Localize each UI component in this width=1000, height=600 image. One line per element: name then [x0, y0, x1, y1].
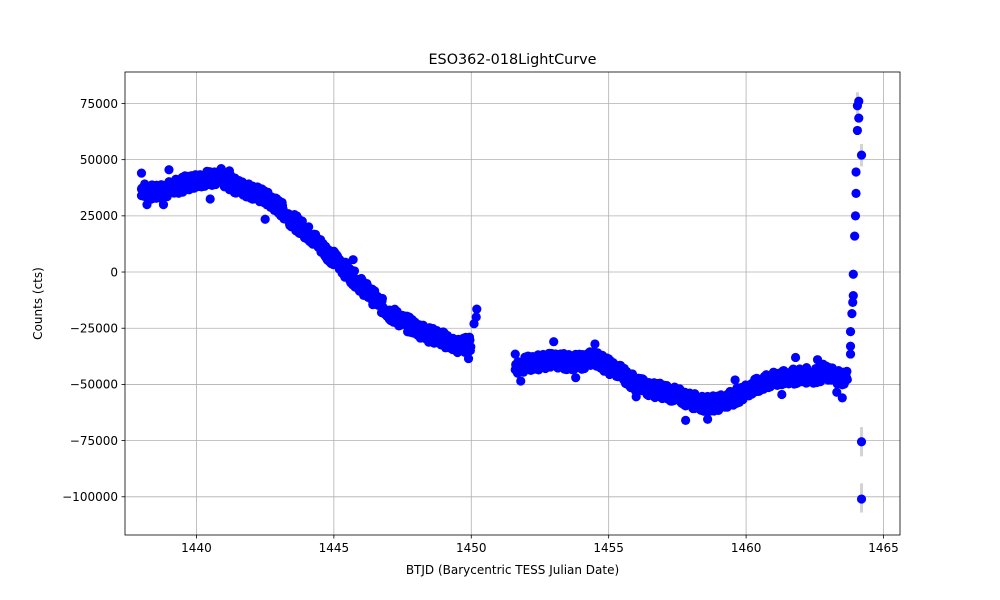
data-point [832, 387, 842, 397]
data-point [631, 392, 641, 402]
y-tick-label: 50000 [80, 153, 118, 167]
data-point [842, 366, 852, 376]
data-point [818, 359, 828, 369]
data-point [216, 164, 226, 174]
y-tick-label: 75000 [80, 97, 118, 111]
data-point [164, 165, 174, 175]
data-point [516, 376, 526, 386]
y-tick-label: −100000 [62, 490, 118, 504]
x-tick-label: 1460 [731, 541, 762, 555]
data-point [856, 150, 867, 160]
x-tick-label: 1440 [181, 541, 212, 555]
data-point [847, 309, 857, 319]
y-tick-label: 25000 [80, 209, 118, 223]
data-point [472, 304, 482, 314]
data-point [136, 191, 147, 201]
data-point [774, 368, 784, 378]
data-point [730, 375, 740, 385]
data-point [681, 415, 691, 425]
data-point [842, 374, 852, 385]
data-point [224, 166, 235, 176]
x-tick-label: 1465 [868, 541, 899, 555]
data-point [158, 200, 169, 210]
grid [125, 72, 900, 535]
data-point [260, 214, 270, 224]
data-points [136, 96, 867, 504]
y-axis-label: Counts (cts) [31, 267, 45, 340]
data-point [142, 200, 152, 210]
data-point [510, 349, 520, 359]
y-tick-label: −75000 [70, 434, 118, 448]
data-point [856, 437, 867, 447]
data-point [348, 255, 358, 265]
data-point [465, 335, 475, 345]
data-point [845, 349, 856, 359]
data-point [850, 211, 861, 221]
data-point [304, 222, 314, 232]
chart-title: ESO362-018LightCurve [428, 52, 596, 68]
x-tick-label: 1450 [456, 541, 487, 555]
data-point [837, 393, 847, 403]
data-point [349, 266, 360, 276]
data-point [845, 341, 856, 351]
data-point [848, 269, 858, 279]
data-point [205, 194, 215, 204]
x-tick-label: 1455 [593, 541, 624, 555]
x-axis-label: BTJD (Barycentric TESS Julian Date) [406, 563, 619, 577]
y-tick-label: −50000 [70, 378, 118, 392]
data-point [845, 326, 856, 337]
data-point [463, 353, 474, 364]
data-point [777, 389, 787, 400]
data-point [848, 291, 858, 301]
data-point [850, 231, 860, 241]
data-point [466, 342, 476, 352]
data-point [714, 405, 724, 415]
y-tick-label: 0 [110, 265, 118, 279]
data-point [852, 125, 863, 136]
data-point [856, 494, 867, 504]
data-point [790, 352, 801, 363]
plot-frame [124, 71, 901, 536]
data-point [851, 188, 861, 198]
x-tick-label: 1445 [319, 541, 350, 555]
data-point [854, 113, 864, 123]
y-tick-label: −25000 [70, 322, 118, 336]
data-point [848, 297, 858, 307]
data-point [136, 168, 147, 178]
axis-ticks: 1440 1445 1450 1455 1460 1465 75000 50000 25000 0… [62, 97, 899, 555]
data-point [851, 167, 861, 177]
data-point [471, 312, 481, 322]
data-point [571, 373, 581, 383]
data-point [590, 339, 600, 349]
data-point [377, 293, 388, 304]
data-point [703, 414, 713, 424]
data-point [549, 337, 559, 347]
data-point [854, 96, 864, 106]
